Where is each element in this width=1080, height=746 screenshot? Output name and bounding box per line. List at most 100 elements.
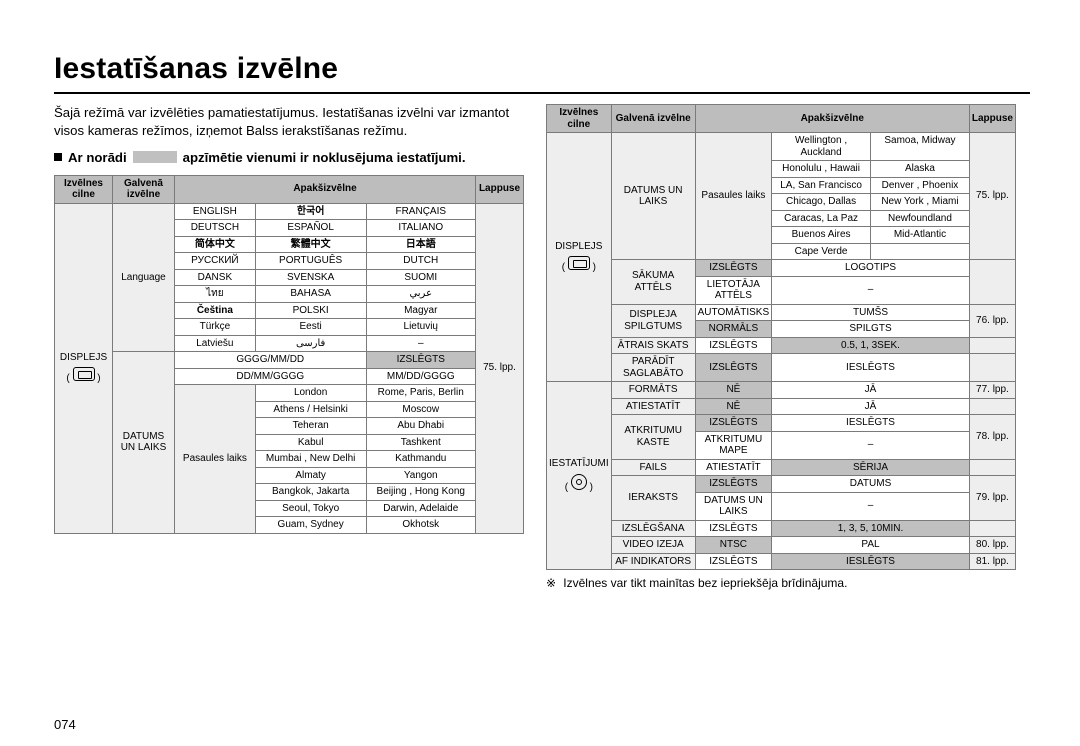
sub-cell: BAHASA — [255, 286, 366, 303]
table-row: IZSLĒGŠANAIZSLĒGTS1, 3, 5, 10MIN. — [547, 520, 1016, 537]
sub-cell: Honolulu , HawaiiAlaska — [772, 161, 970, 178]
sub-cell: ATIESTATĪT — [695, 459, 772, 476]
table-row: IESTATĪJUMI( )FORMĀTSNĒJĀ77. lpp. — [547, 382, 1016, 399]
main-cell: AF INDIKATORS — [611, 553, 695, 570]
sub-cell: Mumbai , New Delhi — [255, 451, 366, 468]
sub-cell: SĒRIJA — [772, 459, 970, 476]
page-number: 074 — [54, 717, 76, 732]
city-a: LA, San Francisco — [772, 178, 871, 194]
sub-cell: GGGG/MM/DD — [175, 352, 367, 369]
sub-cell: ENGLISH — [175, 203, 256, 220]
th-sub: Apakšizvēlne — [695, 105, 969, 133]
sub-cell: NĒ — [695, 398, 772, 415]
sub-cell: AUTOMĀTISKS — [695, 304, 772, 321]
city-b — [871, 244, 969, 260]
table-row: FAILSATIESTATĪTSĒRIJA — [547, 459, 1016, 476]
th-page: Lappuse — [969, 105, 1015, 133]
asterisk-icon: ※ — [546, 576, 563, 590]
sub-cell: IESLĒGTS — [772, 354, 970, 382]
tab-cell: DISPLEJS( ) — [547, 133, 612, 382]
sub-cell: РУССКИЙ — [175, 253, 256, 270]
sub-cell: Chicago, DallasNew York , Miami — [772, 194, 970, 211]
sub-cell: SPILGTS — [772, 321, 970, 338]
main-cell: DATUMS UN LAIKS — [611, 133, 695, 260]
sub-cell: 0.5, 1, 3SEK. — [772, 337, 970, 354]
sub-cell: IZSLĒGTS — [695, 337, 772, 354]
sub-cell: IZSLĒGTS — [695, 553, 772, 570]
note-suffix: apzīmētie vienumi ir noklusējuma iestatī… — [183, 150, 466, 165]
sub-cell: TUMŠS — [772, 304, 970, 321]
table-row: ĀTRAIS SKATSIZSLĒGTS0.5, 1, 3SEK. — [547, 337, 1016, 354]
table-row: VIDEO IZEJANTSCPAL80. lpp. — [547, 537, 1016, 554]
sub-cell: فارسی — [255, 335, 366, 352]
sub-cell: SUOMI — [366, 269, 476, 286]
sub-cell: – — [366, 335, 476, 352]
sub-cell: DUTCH — [366, 253, 476, 270]
table-row: DISPLEJS( )DATUMS UN LAIKSPasaules laiks… — [547, 133, 1016, 161]
sub-cell: FRANÇAIS — [366, 203, 476, 220]
sub-cell: IESLĒGTS — [772, 415, 970, 432]
sub-cell: ITALIANO — [366, 220, 476, 237]
th-tab: Izvēlnes cilne — [547, 105, 612, 133]
sub-cell: 1, 3, 5, 10MIN. — [772, 520, 970, 537]
sub-cell: Buenos AiresMid-Atlantic — [772, 227, 970, 244]
left-column: Šajā režīmā var izvēlēties pamatiestatīj… — [54, 104, 524, 590]
page-cell — [969, 459, 1015, 476]
th-page: Lappuse — [476, 175, 524, 203]
sub-cell: Almaty — [255, 467, 366, 484]
page-cell — [969, 337, 1015, 354]
sub-cell: Yangon — [366, 467, 476, 484]
sub-cell: DANSK — [175, 269, 256, 286]
page-title: Iestatīšanas izvēlne — [54, 52, 1030, 86]
th-sub: Apakšizvēlne — [175, 175, 476, 203]
page-cell — [969, 260, 1015, 305]
sub-cell: Moscow — [366, 401, 476, 418]
table-header-row: Izvēlnes cilne Galvenā izvēlne Apakšizvē… — [547, 105, 1016, 133]
sub-cell: IZSLĒGTS — [695, 476, 772, 493]
tab-cell: DISPLEJS( ) — [55, 203, 113, 533]
default-note: Ar norādi apzīmētie vienumi ir noklusēju… — [54, 150, 524, 165]
sub-cell: Latviešu — [175, 335, 256, 352]
table-row: SĀKUMA ATTĒLSIZSLĒGTSLOGOTIPS — [547, 260, 1016, 277]
tab-label: DISPLEJS — [549, 241, 609, 253]
table-row: PARĀDĪT SAGLABĀTOIZSLĒGTSIESLĒGTS — [547, 354, 1016, 382]
main-label: DATUMS UN LAIKS — [614, 185, 693, 208]
bullet-square-icon — [54, 153, 62, 161]
tab-cell: IESTATĪJUMI( ) — [547, 382, 612, 570]
sub-cell: IZSLĒGTS — [695, 520, 772, 537]
sub-cell: London — [255, 385, 366, 402]
sub-cell: LOGOTIPS — [772, 260, 970, 277]
sub-cell: – — [772, 431, 970, 459]
city-a: Cape Verde — [772, 244, 871, 260]
page-cell — [969, 520, 1015, 537]
sub-cell: Kathmandu — [366, 451, 476, 468]
sub-cell: Magyar — [366, 302, 476, 319]
main-cell: ATKRITUMU KASTE — [611, 415, 695, 460]
sub-cell: Okhotsk — [366, 517, 476, 534]
sub-cell: PORTUGUÊS — [255, 253, 366, 270]
sub-cell: NĒ — [695, 382, 772, 399]
table-row: DISPLEJA SPILGTUMSAUTOMĀTISKSTUMŠS76. lp… — [547, 304, 1016, 321]
city-a: Honolulu , Hawaii — [772, 161, 871, 177]
main-cell: PARĀDĪT SAGLABĀTO — [611, 354, 695, 382]
sub-cell: NTSC — [695, 537, 772, 554]
sub-cell: Cape Verde — [772, 243, 970, 260]
main-cell: ATIESTATĪT — [611, 398, 695, 415]
main-cell-language: Language — [113, 203, 175, 352]
table-row: IERAKSTSIZSLĒGTSDATUMS79. lpp. — [547, 476, 1016, 493]
sub-cell: LA, San FranciscoDenver , Phoenix — [772, 177, 970, 194]
sub-cell: Rome, Paris, Berlin — [366, 385, 476, 402]
sub-cell: Wellington , AucklandSamoa, Midway — [772, 133, 970, 161]
main-cell: IERAKSTS — [611, 476, 695, 521]
sub-cell: 한국어 — [255, 203, 366, 220]
city-a: Wellington , Auckland — [772, 133, 871, 160]
right-table: Izvēlnes cilne Galvenā izvēlne Apakšizvē… — [546, 104, 1016, 570]
sub-cell: ไทย — [175, 286, 256, 303]
note-prefix: Ar norādi — [68, 150, 127, 165]
footnote-text: Izvēlnes var tikt mainītas bez iepriekšē… — [563, 576, 847, 590]
city-b: Alaska — [871, 161, 969, 177]
footnote: ※ Izvēlnes var tikt mainītas bez iepriek… — [546, 576, 1016, 590]
tab-label: DISPLEJS — [57, 352, 110, 364]
sub-cell: SVENSKA — [255, 269, 366, 286]
main-cell: FAILS — [611, 459, 695, 476]
